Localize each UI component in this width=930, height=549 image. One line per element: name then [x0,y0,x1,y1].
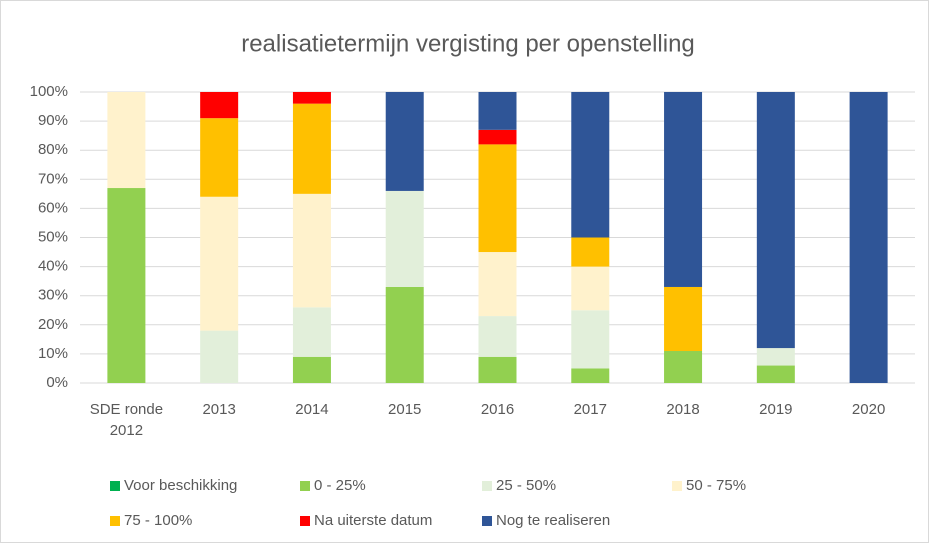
legend-label: 75 - 100% [124,512,192,529]
bar-segment [756,92,795,349]
bar-segment [478,356,517,383]
y-tick-label: 50% [38,228,68,245]
bar-segment [571,266,610,311]
bar-segment [200,196,239,331]
bar-segment [200,330,239,383]
bar-segment [478,316,517,357]
bar-segment [664,286,703,351]
legend-label: 50 - 75% [686,477,746,494]
y-tick-label: 80% [38,141,68,158]
bar-segment [664,92,703,287]
bar-segment [849,92,888,383]
x-tick-label: SDE ronde 2012 [90,401,163,439]
legend-swatch [482,481,492,491]
x-tick-label: 2015 [388,401,421,418]
x-tick-label: 2020 [852,401,885,418]
legend-label: 0 - 25% [314,477,366,494]
legend-swatch [300,516,310,526]
legend-swatch [110,516,120,526]
x-tick-label: 2013 [202,401,235,418]
x-tick-label: 2016 [481,401,514,418]
bar-segment [756,348,795,366]
bar-segment [571,92,610,238]
chart-title: realisatietermijn vergisting per openste… [241,30,695,57]
x-tick-label: 2014 [295,401,328,418]
bar-segment [571,237,610,267]
bar-segment [756,365,795,383]
bar-segment [200,92,239,119]
legend-label: Nog te realiseren [496,512,610,529]
bar-segment [292,193,331,308]
bar-segment [292,307,331,357]
bar-segment [385,92,424,191]
bar-segment [664,350,703,383]
y-tick-label: 60% [38,199,68,216]
bar-segment [571,310,610,369]
legend-swatch [672,481,682,491]
bar-segment [478,92,517,130]
bar-segment [292,356,331,383]
bar-segment [478,144,517,253]
legend-swatch [110,481,120,491]
y-tick-label: 30% [38,287,68,304]
bar-segment [107,188,146,383]
y-tick-label: 20% [38,316,68,333]
x-tick-label: 2017 [574,401,607,418]
y-tick-label: 100% [30,83,68,100]
bar-segment [292,103,331,194]
legend-label: Voor beschikking [124,477,237,494]
legend-label: 25 - 50% [496,477,556,494]
legend-label: Na uiterste datum [314,512,432,529]
y-tick-label: 10% [38,345,68,362]
bar-segment [385,286,424,383]
bar-segment [478,252,517,317]
y-tick-label: 40% [38,258,68,275]
y-tick-label: 90% [38,112,68,129]
bar-segment [478,129,517,145]
y-tick-label: 70% [38,170,68,187]
x-tick-line: 2012 [110,422,143,439]
x-tick-line: SDE ronde [90,401,163,418]
legend-swatch [300,481,310,491]
bar-segment [571,368,610,383]
x-tick-label: 2019 [759,401,792,418]
bar-segment [200,118,239,197]
bar-segment [107,92,146,189]
bar-segment [385,190,424,287]
bar-segment [292,92,331,104]
x-tick-label: 2018 [666,401,699,418]
y-tick-label: 0% [46,374,68,391]
legend-swatch [482,516,492,526]
